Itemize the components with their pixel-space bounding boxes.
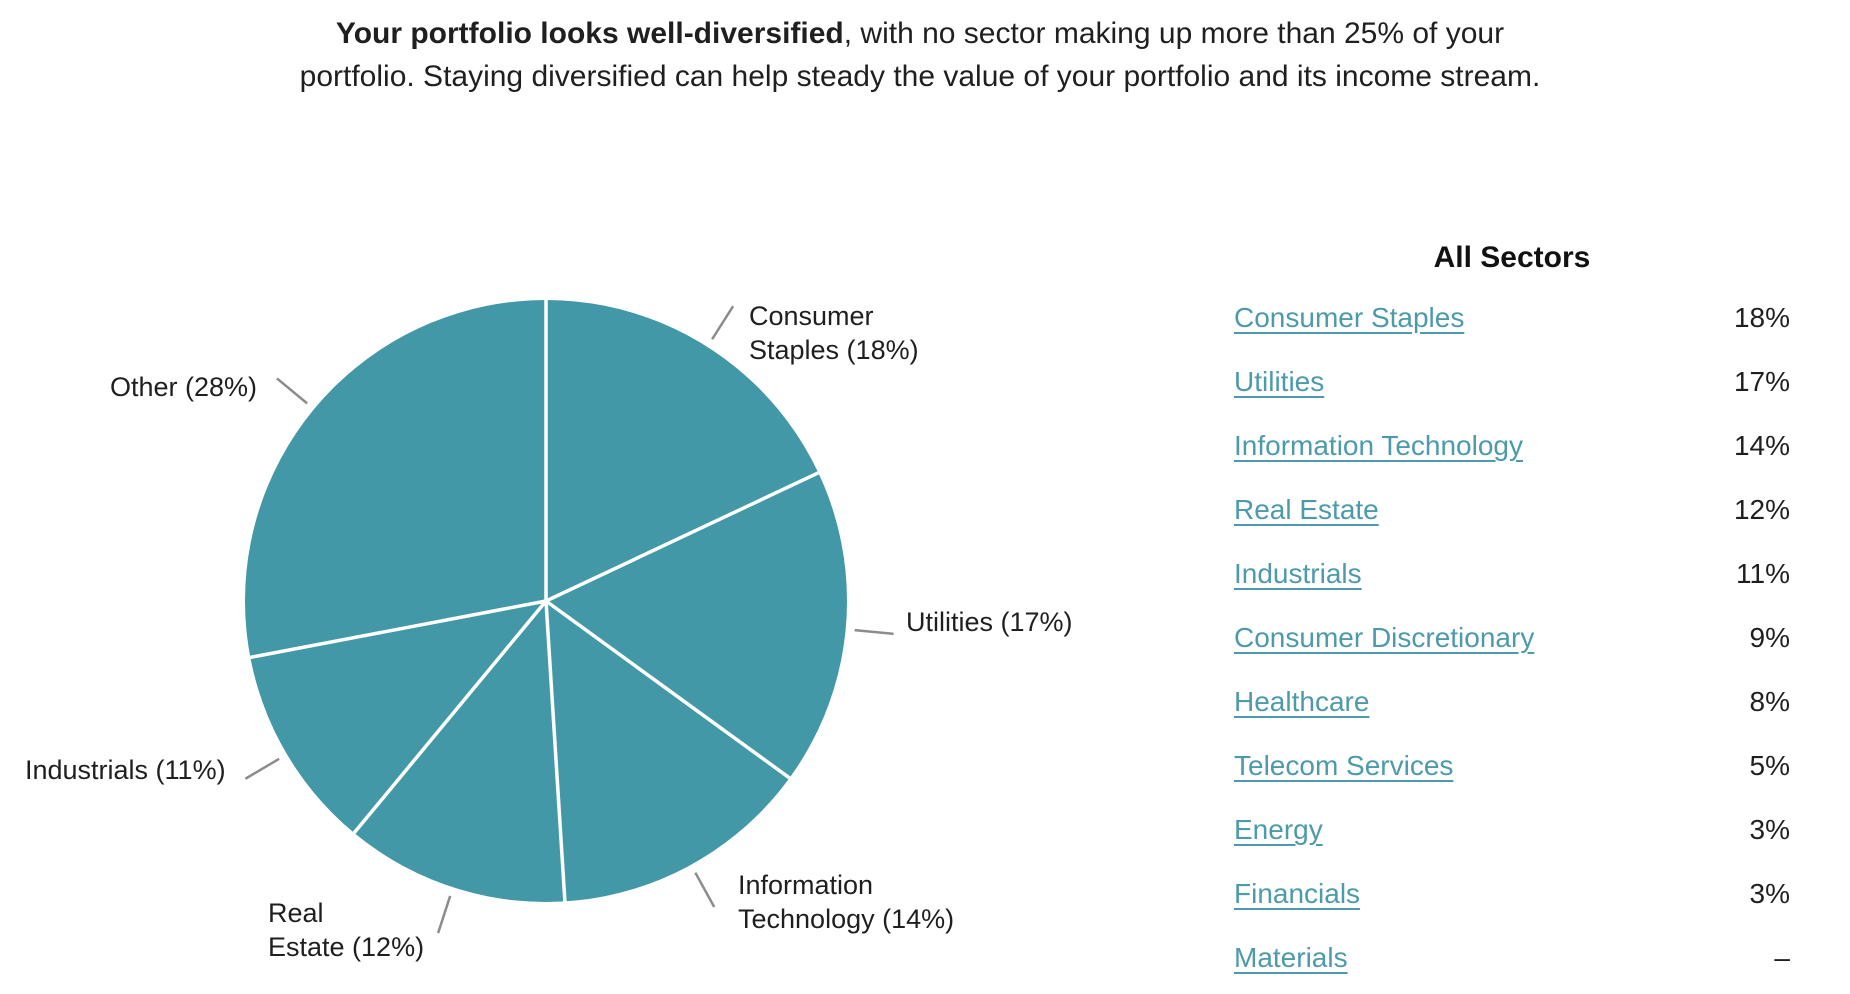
sector-percent: 5% — [1749, 750, 1790, 781]
callout-tick-information-technology — [694, 872, 716, 908]
sector-percent: 8% — [1749, 686, 1790, 717]
pie-label-other: Other (28%) — [110, 372, 258, 402]
slice-divider — [544, 600, 567, 902]
sector-percent: – — [1774, 942, 1790, 973]
pie-label-industrials: Industrials (11%) — [25, 755, 226, 785]
sector-link-telecom-services[interactable]: Telecom Services — [1234, 750, 1454, 781]
sector-row: Healthcare 8% — [1234, 670, 1790, 734]
pie-label-consumer-staples: Consumer Staples (18%) — [749, 301, 919, 365]
sector-row: Utilities 17% — [1234, 350, 1790, 414]
slice-divider — [544, 599, 791, 780]
sector-percent: 14% — [1733, 430, 1790, 461]
sector-link-consumer-staples[interactable]: Consumer Staples — [1234, 302, 1465, 333]
sector-link-utilities[interactable]: Utilities — [1234, 366, 1325, 397]
diversification-summary: Your portfolio looks well-diversified, w… — [285, 12, 1555, 98]
sector-row: Consumer Discretionary 9% — [1234, 606, 1790, 670]
sector-link-real-estate[interactable]: Real Estate — [1234, 494, 1379, 525]
callout-tick-utilities — [854, 628, 894, 636]
sector-row: Industrials 11% — [1234, 542, 1790, 606]
pie-label-information-technology: Information Technology (14%) — [738, 870, 955, 934]
sector-link-financials[interactable]: Financials — [1234, 878, 1361, 909]
all-sectors-table: All Sectors Consumer Staples 18% Utilities… — [1234, 238, 1790, 990]
summary-rest: , with no sector making up more than 25%… — [299, 17, 1541, 93]
sector-row: Real Estate 12% — [1234, 478, 1790, 542]
sector-percent: 18% — [1733, 302, 1790, 333]
slice-divider — [250, 599, 547, 660]
slice-divider — [352, 599, 548, 835]
sector-percent: 12% — [1733, 494, 1790, 525]
sector-row: Financials 3% — [1234, 862, 1790, 926]
pie-label-real-estate: Real Estate (12%) — [268, 898, 425, 962]
sector-link-industrials[interactable]: Industrials — [1234, 558, 1362, 589]
sector-link-healthcare[interactable]: Healthcare — [1234, 686, 1370, 717]
sector-row: Telecom Services 5% — [1234, 734, 1790, 798]
sector-percent: 3% — [1749, 814, 1790, 845]
sector-row: Information Technology 14% — [1234, 414, 1790, 478]
sector-row: Energy 3% — [1234, 798, 1790, 862]
sector-percent: 11% — [1736, 558, 1790, 589]
sector-percent: 9% — [1749, 622, 1790, 653]
sector-row: Consumer Staples 18% — [1234, 286, 1790, 350]
summary-emphasis: Your portfolio looks well-diversified — [335, 17, 844, 50]
callout-tick-industrials — [244, 757, 280, 780]
callout-tick-other — [276, 377, 308, 405]
slice-divider — [545, 471, 820, 603]
sector-link-consumer-discretionary[interactable]: Consumer Discretionary — [1234, 622, 1535, 653]
sector-link-energy[interactable]: Energy — [1234, 814, 1323, 845]
sector-row: Materials – — [1234, 926, 1790, 990]
sector-link-materials[interactable]: Materials — [1234, 942, 1348, 973]
sector-percent: 3% — [1749, 878, 1790, 909]
table-title: All Sectors — [1433, 241, 1591, 274]
sector-link-information-technology[interactable]: Information Technology — [1234, 430, 1523, 461]
callout-tick-consumer-staples — [711, 305, 735, 340]
pie-label-utilities: Utilities (17%) — [906, 607, 1073, 637]
callout-tick-real-estate — [436, 895, 452, 934]
sector-rows: Consumer Staples 18% Utilities 17% Informati… — [1234, 286, 1790, 990]
sector-percent: 17% — [1733, 366, 1790, 397]
